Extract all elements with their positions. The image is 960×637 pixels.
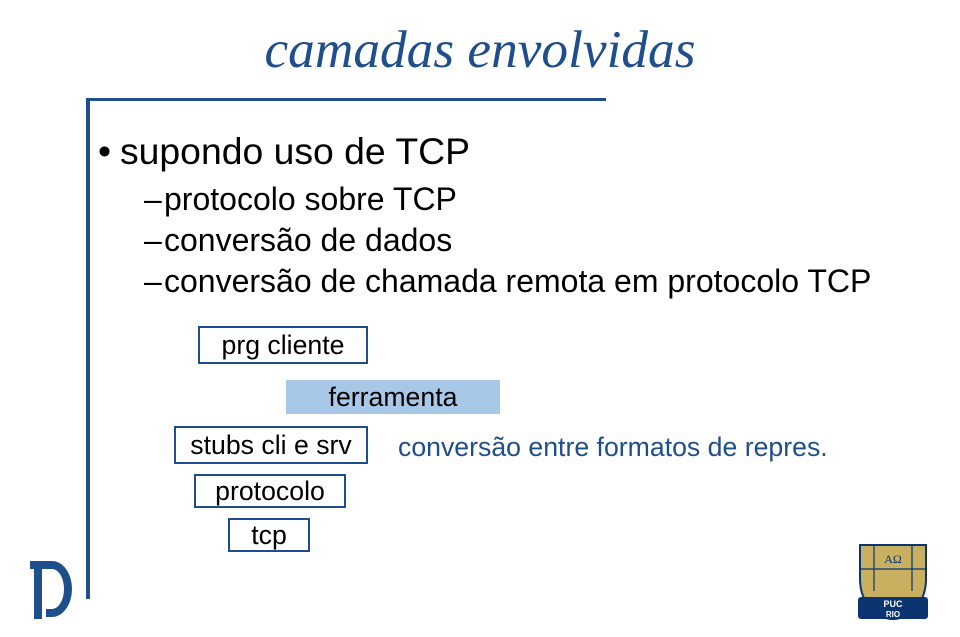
box-label: tcp (251, 520, 287, 551)
box-label: stubs cli e srv (190, 430, 351, 461)
di-logo-icon (30, 561, 72, 619)
box-label: prg cliente (222, 330, 345, 361)
conversion-label: conversão entre formatos de repres. (398, 432, 828, 463)
tool-band-label: ferramenta (329, 382, 458, 413)
box-protocolo: protocolo (194, 474, 346, 508)
slide-title: camadas envolvidas (0, 18, 960, 80)
svg-text:PUC: PUC (883, 599, 903, 609)
puc-rio-logo-icon: AΩ PUC RIO (854, 541, 932, 623)
svg-text:RIO: RIO (886, 610, 900, 619)
bullet-sub: conversão de chamada remota em protocolo… (144, 263, 871, 300)
box-label: protocolo (215, 476, 325, 507)
svg-text:AΩ: AΩ (884, 552, 902, 566)
title-rule-v (86, 101, 90, 599)
box-stubs: stubs cli e srv (174, 426, 368, 464)
bullet-list: supondo uso de TCP protocolo sobre TCP c… (98, 130, 871, 304)
tool-band: ferramenta (286, 380, 500, 414)
box-prg-cliente: prg cliente (198, 326, 368, 364)
title-rule-h (86, 98, 606, 101)
bullet-sub: conversão de dados (144, 222, 871, 259)
bullet-sub: protocolo sobre TCP (144, 181, 871, 218)
bullet-main: supondo uso de TCP (98, 130, 871, 173)
box-tcp: tcp (228, 518, 310, 552)
